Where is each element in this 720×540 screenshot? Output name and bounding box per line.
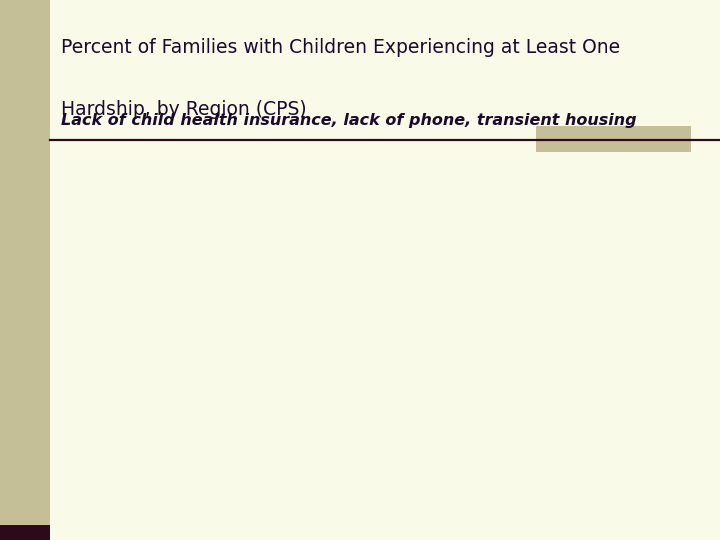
Text: Lack of child health insurance, lack of phone, transient housing: Lack of child health insurance, lack of … — [61, 113, 636, 129]
Text: Hardship, by Region (CPS): Hardship, by Region (CPS) — [61, 100, 307, 119]
Text: Percent of Families with Children Experiencing at Least One: Percent of Families with Children Experi… — [61, 38, 621, 57]
Bar — [536, 126, 691, 152]
Bar — [0, 525, 50, 540]
Bar — [0, 0, 50, 540]
